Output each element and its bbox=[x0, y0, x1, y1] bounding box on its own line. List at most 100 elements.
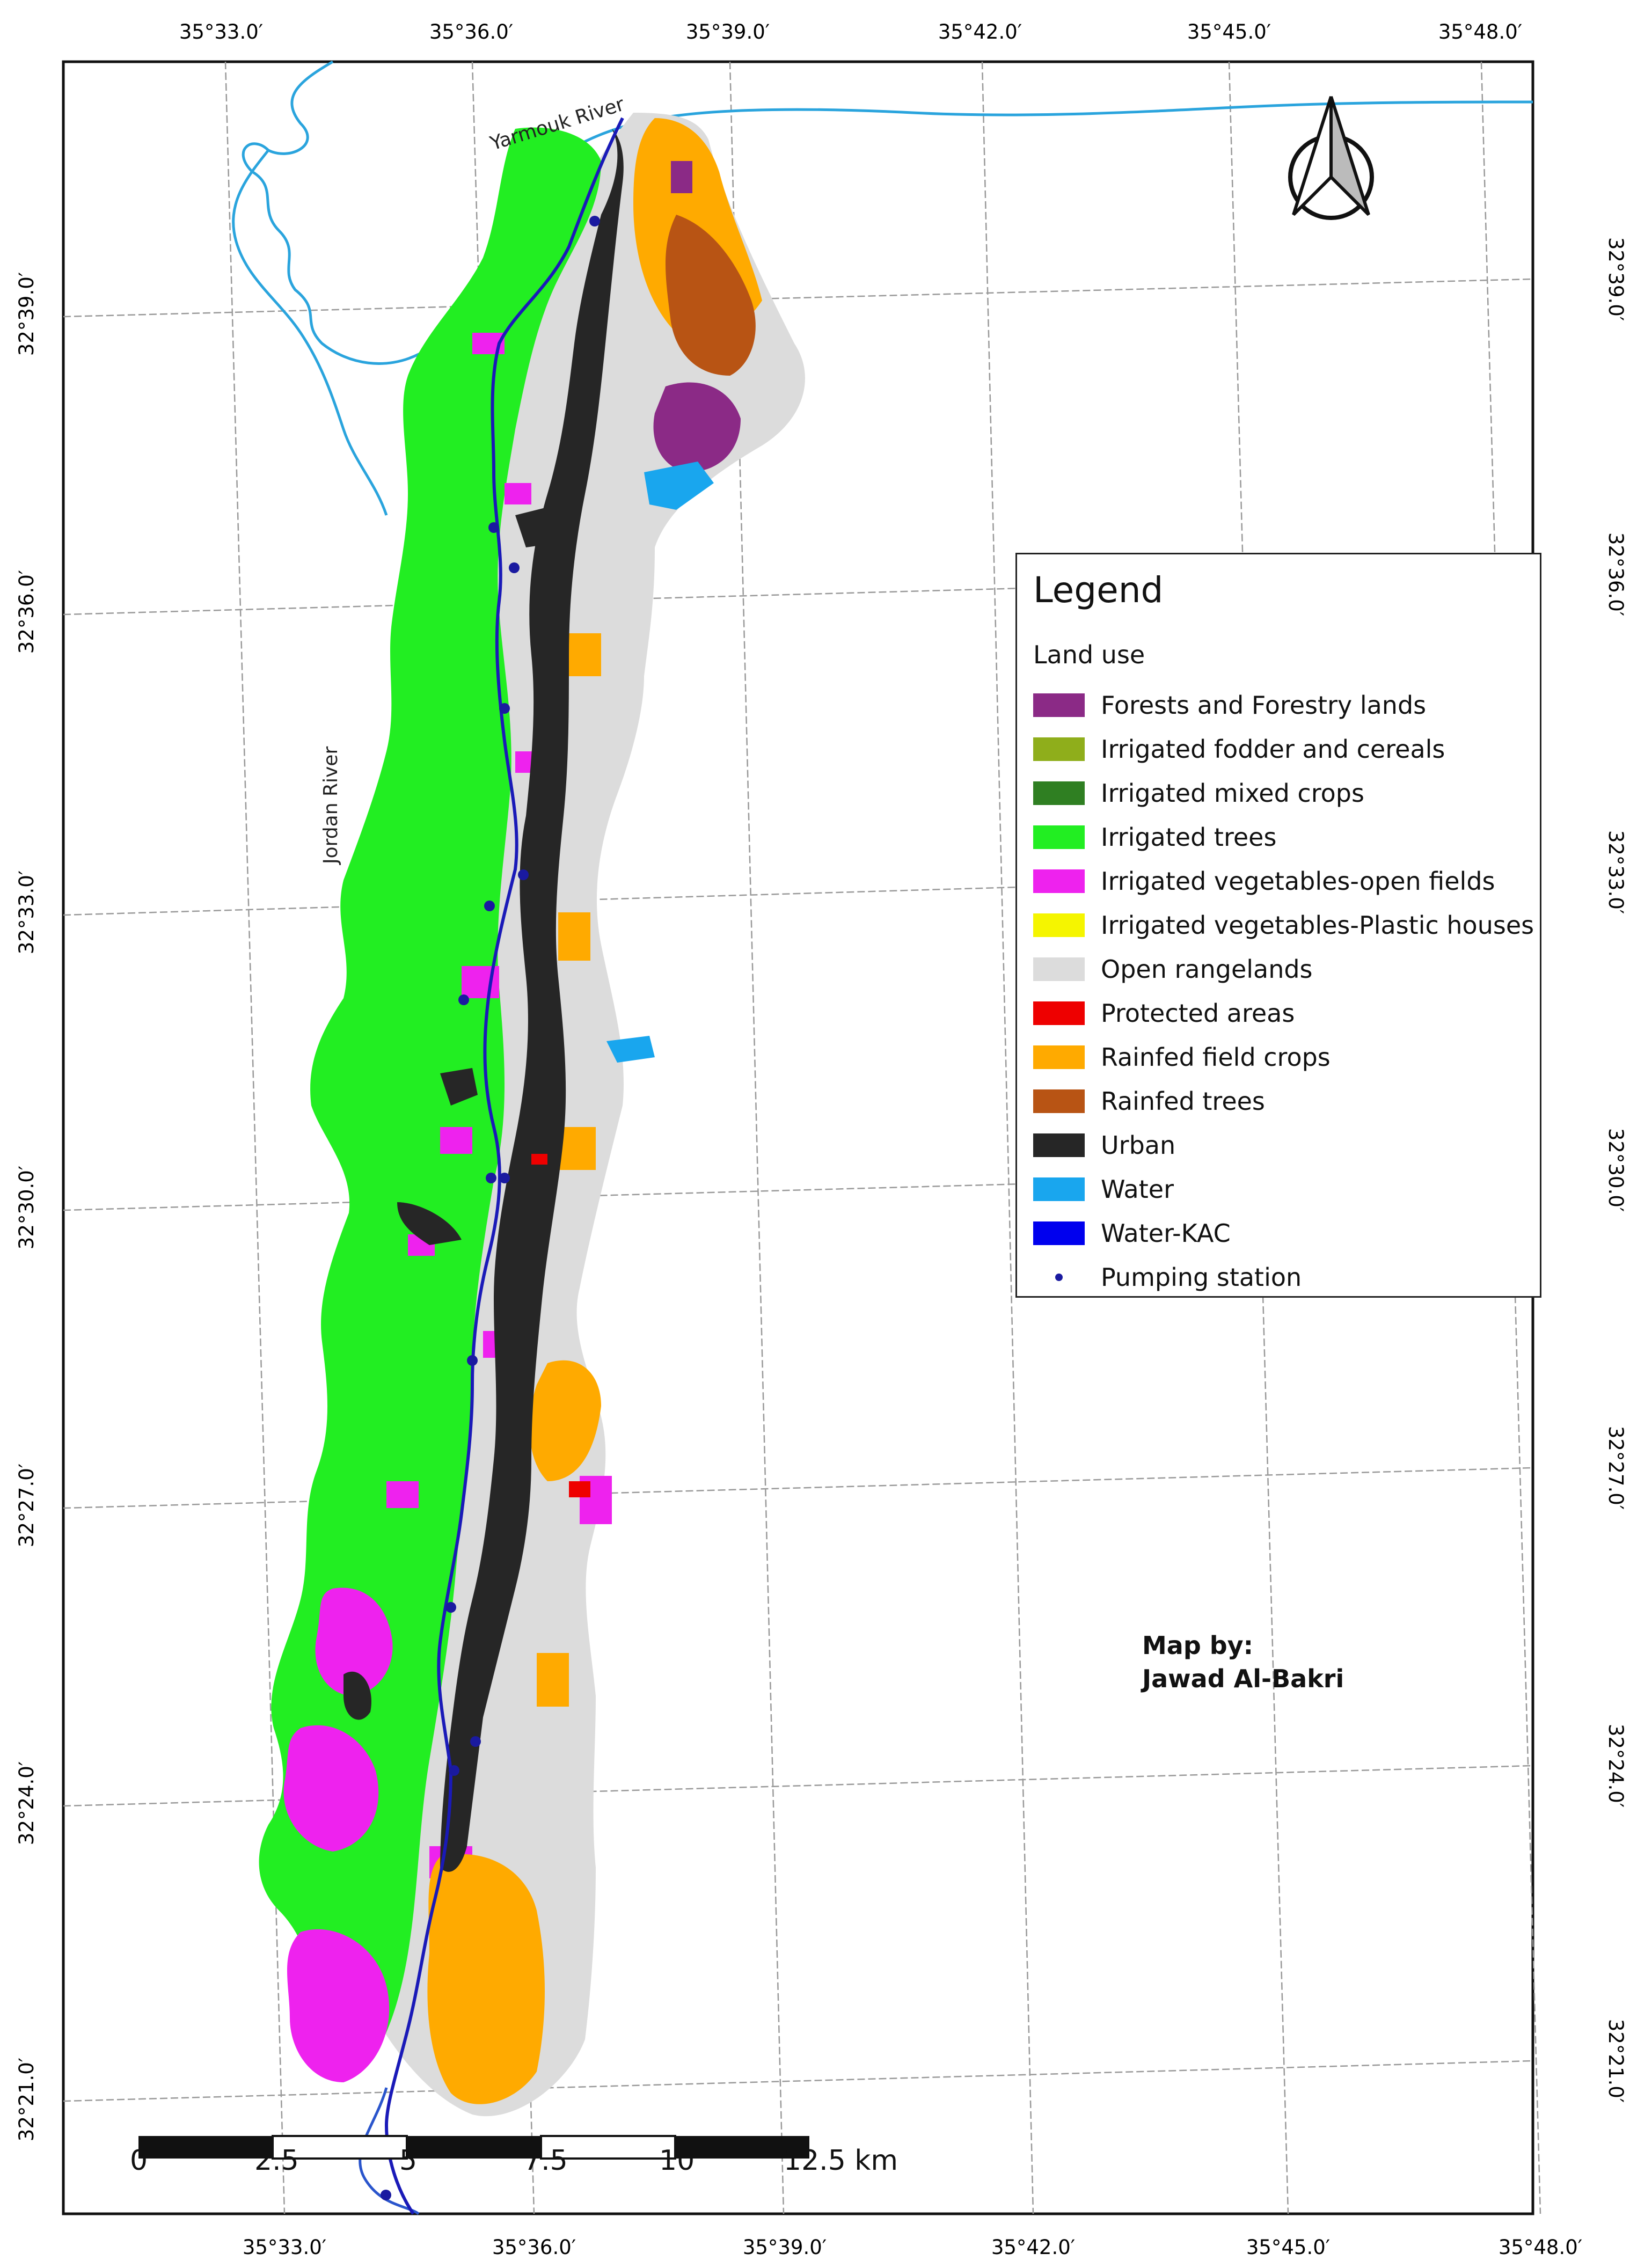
legend-swatch bbox=[1033, 1221, 1085, 1245]
legend-label: Rainfed trees bbox=[1101, 1087, 1265, 1116]
forest-patches bbox=[653, 161, 741, 472]
graticule-line bbox=[63, 1765, 1533, 1807]
pumping-stations bbox=[381, 216, 600, 2200]
legend-label: Rainfed field crops bbox=[1101, 1043, 1331, 1072]
legend-swatch bbox=[1033, 693, 1085, 717]
legend-swatch bbox=[1033, 825, 1085, 849]
legend-subtitle: Land use bbox=[1033, 640, 1145, 669]
legend-swatch bbox=[1033, 913, 1085, 937]
legend-swatch bbox=[1033, 957, 1085, 981]
scale-label: 12.5 km bbox=[784, 2145, 898, 2177]
legend-item: Pumping station bbox=[1033, 1255, 1538, 1299]
pumping-station-marker bbox=[445, 1602, 456, 1613]
top-longitude-label: 35°33.0′ bbox=[179, 20, 263, 43]
left-latitude-label: 32°21.0′ bbox=[15, 2058, 38, 2141]
pumping-station-marker bbox=[518, 869, 529, 880]
left-latitude-label: 32°30.0′ bbox=[15, 1166, 38, 1249]
bottom-longitude-label: 35°48.0′ bbox=[1499, 2236, 1582, 2259]
pumping-station-marker bbox=[484, 901, 495, 911]
legend-item: Forests and Forestry lands bbox=[1033, 683, 1538, 727]
scale-bar-segment bbox=[407, 2136, 541, 2159]
graticule-line bbox=[63, 2060, 1533, 2102]
pumping-station-swatch bbox=[1033, 1265, 1085, 1289]
legend-item: Urban bbox=[1033, 1123, 1538, 1167]
left-latitude-label: 32°27.0′ bbox=[15, 1464, 38, 1547]
top-longitude-label: 35°48.0′ bbox=[1438, 20, 1522, 43]
legend-label: Pumping station bbox=[1101, 1263, 1302, 1292]
pumping-station-marker bbox=[509, 562, 520, 573]
kac-canal bbox=[384, 117, 624, 2215]
right-latitude-label: 32°36.0′ bbox=[1604, 532, 1627, 616]
legend-swatch bbox=[1033, 1045, 1085, 1069]
credit-author: Jawad Al-Bakri bbox=[1142, 1664, 1344, 1693]
graticule-line bbox=[981, 61, 1034, 2214]
bottom-longitude-label: 35°33.0′ bbox=[243, 2236, 326, 2259]
right-latitude-label: 32°39.0′ bbox=[1604, 237, 1627, 321]
pumping-station-marker bbox=[467, 1355, 478, 1366]
scale-label: 10 bbox=[659, 2145, 695, 2177]
bottom-longitude-labels: 35°33.0′ 35°36.0′ 35°39.0′ 35°42.0′ 35°4… bbox=[243, 2236, 1582, 2259]
pumping-station-marker bbox=[458, 994, 469, 1005]
legend-item: Irrigated vegetables-open fields bbox=[1033, 859, 1538, 903]
pumping-station-marker bbox=[589, 216, 600, 226]
legend-item: Open rangelands bbox=[1033, 947, 1538, 991]
bottom-longitude-label: 35°39.0′ bbox=[743, 2236, 827, 2259]
top-longitude-label: 35°45.0′ bbox=[1187, 20, 1271, 43]
pumping-station-marker bbox=[470, 1736, 481, 1747]
protected-area-patches bbox=[531, 1154, 590, 1497]
north-arrow-icon bbox=[1288, 96, 1374, 220]
legend-label: Irrigated mixed crops bbox=[1101, 779, 1364, 808]
right-latitude-labels: 32°39.0′ 32°36.0′ 32°33.0′ 32°30.0′ 32°2… bbox=[1604, 237, 1627, 2103]
legend-swatch bbox=[1033, 1177, 1085, 1201]
legend-swatch bbox=[1033, 737, 1085, 761]
legend: Legend Land use Forests and Forestry lan… bbox=[1015, 553, 1541, 1298]
pumping-station-marker bbox=[499, 703, 510, 714]
right-latitude-label: 32°24.0′ bbox=[1604, 1724, 1627, 1808]
graticule-line bbox=[63, 1467, 1533, 1509]
right-latitude-label: 32°21.0′ bbox=[1604, 2019, 1627, 2103]
legend-swatch bbox=[1033, 869, 1085, 893]
legend-title: Legend bbox=[1033, 569, 1164, 611]
bottom-longitude-label: 35°45.0′ bbox=[1246, 2236, 1330, 2259]
jordan-river-label: Jordan River bbox=[320, 747, 342, 865]
scale-label: 5 bbox=[399, 2145, 418, 2177]
rainfed-trees-patch bbox=[666, 215, 756, 376]
legend-list: Forests and Forestry lands Irrigated fodd… bbox=[1033, 683, 1538, 1299]
jordan-river-north-path bbox=[232, 149, 388, 516]
pumping-station-marker bbox=[449, 1765, 459, 1776]
legend-label: Forests and Forestry lands bbox=[1101, 691, 1427, 720]
legend-label: Open rangelands bbox=[1101, 955, 1313, 984]
pumping-station-marker bbox=[488, 522, 499, 533]
legend-item: Irrigated trees bbox=[1033, 815, 1538, 859]
scale-label: 2.5 bbox=[254, 2145, 299, 2177]
legend-label: Irrigated fodder and cereals bbox=[1101, 735, 1445, 764]
legend-label: Irrigated trees bbox=[1101, 823, 1277, 852]
bottom-longitude-label: 35°36.0′ bbox=[492, 2236, 576, 2259]
right-latitude-label: 32°33.0′ bbox=[1604, 830, 1627, 914]
pumping-station-marker bbox=[381, 2190, 391, 2200]
left-latitude-label: 32°39.0′ bbox=[15, 272, 38, 356]
left-latitude-label: 32°24.0′ bbox=[15, 1761, 38, 1845]
top-longitude-label: 35°42.0′ bbox=[938, 20, 1022, 43]
scale-bar-segment bbox=[540, 2135, 676, 2160]
legend-item: Rainfed trees bbox=[1033, 1079, 1538, 1123]
legend-swatch bbox=[1033, 1001, 1085, 1025]
scale-bar bbox=[138, 2135, 809, 2160]
scale-bar-segment bbox=[272, 2135, 408, 2160]
scale-label: 0 bbox=[130, 2145, 148, 2177]
map-credit: Map by: Jawad Al-Bakri bbox=[1142, 1629, 1344, 1695]
legend-item: Water bbox=[1033, 1167, 1538, 1211]
legend-label: Irrigated vegetables-Plastic houses bbox=[1101, 911, 1534, 940]
top-longitude-labels: 35°33.0′ 35°36.0′ 35°39.0′ 35°42.0′ 35°4… bbox=[179, 20, 1522, 43]
right-latitude-label: 32°30.0′ bbox=[1604, 1128, 1627, 1212]
pumping-station-marker bbox=[499, 1173, 510, 1183]
legend-item: Irrigated vegetables-Plastic houses bbox=[1033, 903, 1538, 947]
legend-label: Water bbox=[1101, 1175, 1174, 1204]
scale-label: 7.5 bbox=[523, 2145, 568, 2177]
legend-label: Urban bbox=[1101, 1131, 1176, 1160]
legend-item: Rainfed field crops bbox=[1033, 1035, 1538, 1079]
left-latitude-label: 32°33.0′ bbox=[15, 870, 38, 954]
legend-item: Protected areas bbox=[1033, 991, 1538, 1035]
legend-item: Water-KAC bbox=[1033, 1211, 1538, 1255]
